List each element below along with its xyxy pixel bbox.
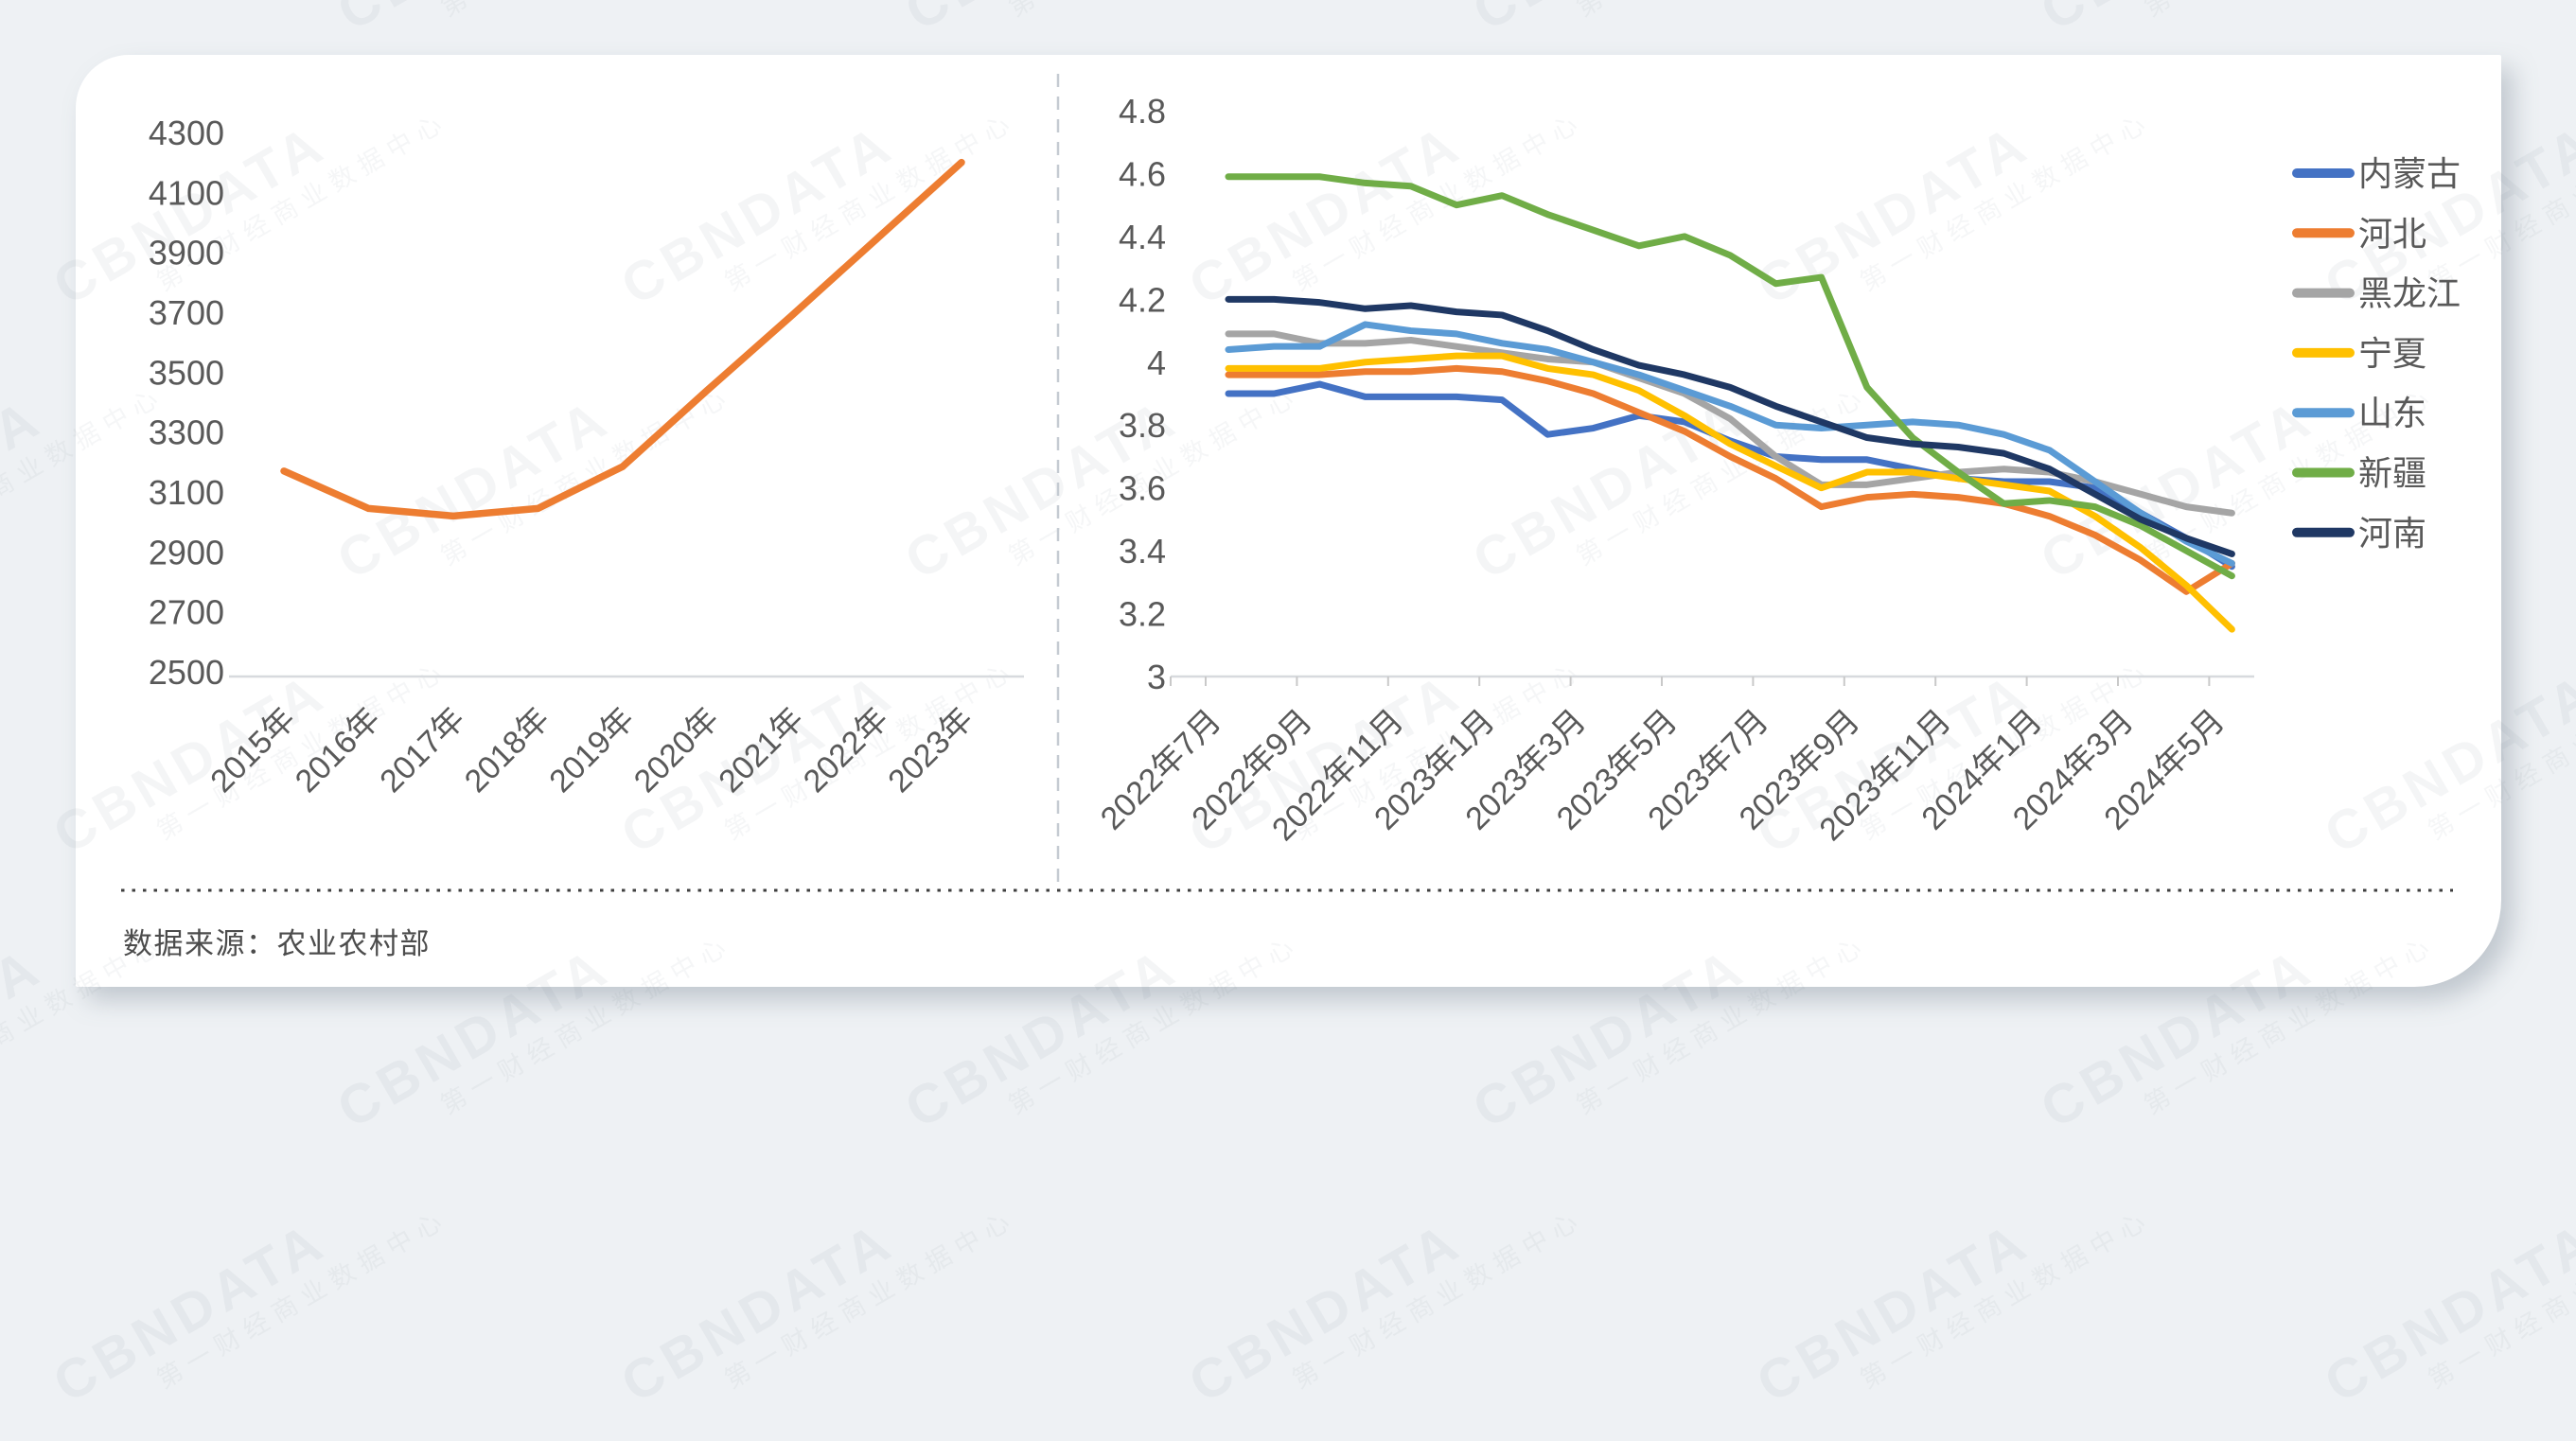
legend-item-宁夏: 宁夏 [2292, 334, 2426, 373]
watermark-brand-text: CBNDATA [610, 1209, 905, 1415]
legend-item-河北: 河北 [2292, 214, 2426, 253]
left-x-tick-label: 2022年 [797, 701, 895, 800]
legend-label: 黑龙江 [2358, 274, 2461, 313]
left-x-tick-label: 2019年 [542, 701, 641, 800]
watermark-subtitle-text: 第一财经商业数据中心 [719, 1204, 1021, 1395]
watermark-brand-text: CBNDATA [43, 1209, 337, 1415]
left-y-tick-label: 3500 [149, 353, 224, 392]
right-y-tick-label: 4.2 [1119, 280, 1166, 319]
left-x-tick-label: 2020年 [627, 701, 726, 800]
series-line-河北 [1225, 364, 2235, 595]
left-chart: 2500 2700 2900 3100 3300 3500 3700 3900 4100 4300… [149, 114, 1024, 800]
data-source-text: 数据来源：农业农村部 [123, 927, 431, 960]
legend-label: 山东 [2358, 394, 2426, 432]
watermark-subtitle-text: 第一财经商业数据中心 [1287, 1204, 1589, 1395]
right-y-tick-label: 3.4 [1119, 532, 1166, 571]
right-chart: 33.23.43.63.844.24.44.64.82022年7月2022年9月… [1094, 92, 2254, 848]
legend-label: 河北 [2358, 214, 2426, 253]
left-y-tick-label: 3700 [149, 293, 224, 332]
watermark-brand-text: CBNDATA [2314, 1209, 2576, 1415]
left-y-tick-label: 4100 [149, 173, 224, 212]
right-y-tick-label: 3 [1147, 658, 1166, 696]
watermark-subtitle-text: 第一财经商业数据中心 [151, 1204, 453, 1395]
left-y-tick-label: 2500 [149, 653, 224, 692]
legend-item-内蒙古: 内蒙古 [2292, 154, 2461, 193]
series-line-新疆 [1225, 173, 2235, 580]
left-y-tick-label: 4300 [149, 114, 224, 152]
legend-label: 宁夏 [2358, 334, 2426, 373]
legend-item-山东: 山东 [2292, 394, 2426, 432]
left-y-tick-label: 3300 [149, 413, 224, 452]
legend-item-黑龙江: 黑龙江 [2292, 274, 2461, 313]
left-y-tick-label: 3100 [149, 473, 224, 512]
watermark-subtitle-text: 第一财经商业数据中心 [1855, 1204, 2157, 1395]
right-y-tick-label: 4 [1147, 343, 1166, 382]
left-x-tick-label: 2015年 [203, 701, 302, 800]
watermark-brand-text: CBNDATA [1746, 1209, 2040, 1415]
charts-canvas: 2500 2700 2900 3100 3300 3500 3700 3900 4100 4300… [121, 74, 2461, 892]
legend-label: 内蒙古 [2358, 154, 2461, 193]
right-y-tick-label: 4.8 [1119, 92, 1166, 131]
left-x-tick-label: 2016年 [289, 701, 387, 800]
left-x-tick-label: 2017年 [373, 701, 471, 800]
left-y-tick-label: 2900 [149, 533, 224, 571]
watermark-subtitle-text: 第一财经商业数据中心 [2423, 1204, 2576, 1395]
legend-label: 新疆 [2358, 454, 2426, 493]
right-y-tick-label: 3.8 [1119, 406, 1166, 445]
right-y-tick-label: 4.4 [1119, 218, 1166, 256]
watermark-brand-text: CBNDATA [1178, 1209, 1473, 1415]
right-y-tick-label: 3.6 [1119, 469, 1166, 508]
page-background: CBNDATA第一财经商业数据中心CBNDATA第一财经商业数据中心CBNDAT… [76, 55, 2501, 987]
legend-item-新疆: 新疆 [2292, 454, 2426, 493]
left-x-tick-label: 2018年 [458, 701, 556, 800]
data-source: 数据来源：农业农村部 [123, 920, 431, 962]
left-x-tick-label: 2021年 [712, 701, 810, 800]
right-y-tick-label: 4.6 [1119, 154, 1166, 193]
legend-label: 河南 [2358, 514, 2426, 553]
left-x-tick-label: 2023年 [881, 701, 979, 800]
right-y-tick-label: 3.2 [1119, 595, 1166, 634]
left-y-tick-label: 3900 [149, 234, 224, 272]
left-y-tick-label: 2700 [149, 593, 224, 632]
left-series-line [280, 158, 965, 520]
series-line-河南 [1225, 295, 2235, 557]
series-line-山东 [1225, 321, 2235, 567]
legend-item-河南: 河南 [2292, 514, 2426, 553]
